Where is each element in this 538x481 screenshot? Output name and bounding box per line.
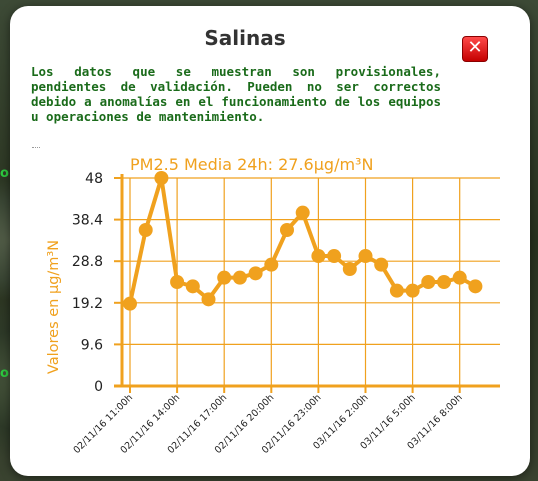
- data-point[interactable]: [468, 279, 483, 294]
- map-label: o: [0, 166, 9, 181]
- close-button[interactable]: ✕: [462, 36, 488, 62]
- y-axis-label: Valores en µg/m³N: [46, 240, 62, 374]
- y-tick-label: 9.6: [81, 337, 103, 353]
- y-tick-labels: 0 9.6 19.2 28.8 38.4 48: [72, 171, 103, 395]
- chart-axes: [114, 174, 500, 393]
- data-point[interactable]: [342, 262, 357, 276]
- data-point[interactable]: [170, 275, 185, 289]
- data-point[interactable]: [374, 257, 389, 272]
- data-point[interactable]: [232, 270, 247, 285]
- data-point[interactable]: [248, 266, 263, 281]
- data-point[interactable]: [437, 275, 451, 289]
- map-label: o: [0, 366, 9, 381]
- data-point[interactable]: [295, 205, 310, 220]
- data-point[interactable]: [421, 275, 436, 289]
- data-point[interactable]: [154, 171, 169, 185]
- y-tick-label: 0: [94, 379, 103, 395]
- data-point[interactable]: [280, 223, 294, 237]
- data-point[interactable]: [185, 279, 200, 294]
- y-tick-label: 48: [85, 171, 103, 187]
- y-tick-label: 38.4: [72, 213, 103, 229]
- chart-title: PM2.5 Media 24h: 27.6µg/m³N: [130, 155, 373, 174]
- data-point[interactable]: [311, 249, 326, 263]
- data-point[interactable]: [217, 270, 232, 285]
- divider: [32, 147, 40, 148]
- data-point[interactable]: [358, 249, 373, 263]
- info-popup: Salinas ✕ Los datos que se muestran son …: [10, 6, 530, 476]
- data-point[interactable]: [123, 296, 137, 311]
- data-point[interactable]: [389, 283, 404, 298]
- data-point[interactable]: [264, 257, 279, 272]
- data-point[interactable]: [405, 283, 420, 298]
- popup-title: Salinas: [204, 26, 286, 50]
- data-points: [123, 171, 483, 311]
- close-icon: ✕: [467, 37, 483, 58]
- provisional-data-notice: Los datos que se muestran son provisiona…: [31, 64, 441, 124]
- data-point[interactable]: [452, 270, 467, 285]
- data-point[interactable]: [327, 249, 342, 263]
- data-point[interactable]: [138, 223, 153, 237]
- y-tick-label: 19.2: [72, 296, 103, 312]
- y-tick-label: 28.8: [72, 254, 103, 270]
- data-point[interactable]: [201, 292, 216, 307]
